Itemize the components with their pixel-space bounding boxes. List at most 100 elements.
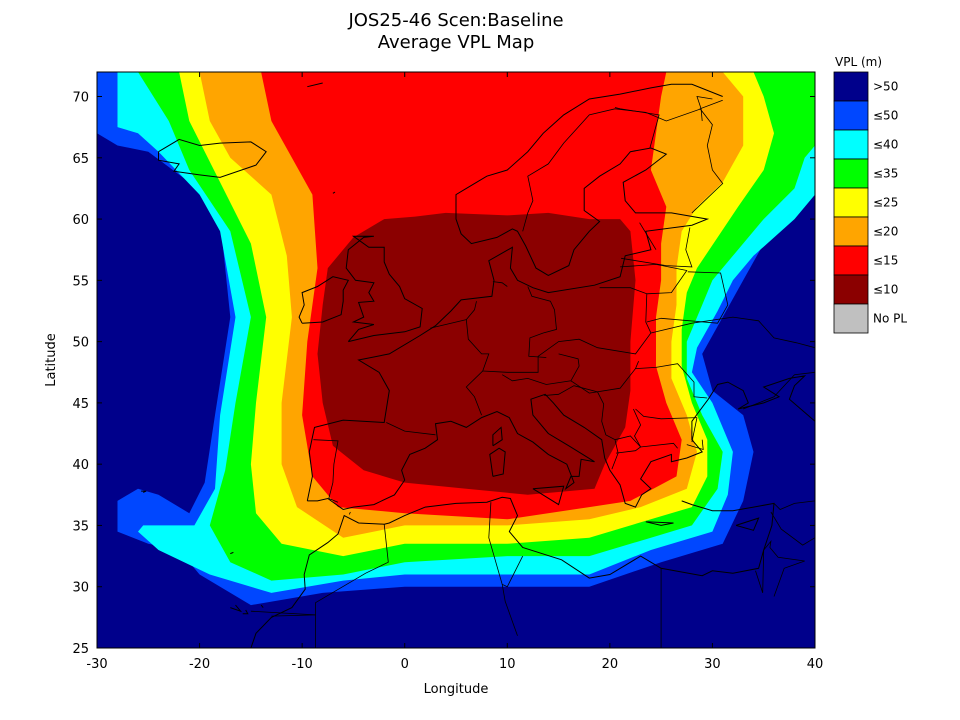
- border-23: [743, 371, 815, 410]
- x-axis-label: Longitude: [424, 682, 489, 697]
- border-4: [501, 353, 580, 385]
- legend-swatch-3: [833, 158, 869, 189]
- border-26: [348, 511, 351, 515]
- coastline-11: [141, 490, 147, 493]
- x-tick-label-2: -10: [292, 657, 313, 672]
- x-tick-label-4: 10: [499, 657, 516, 672]
- legend: >50 ≤50 ≤40 ≤35 ≤25 ≤20 ≤15 ≤10 No PL: [833, 71, 907, 334]
- border-16: [527, 286, 557, 358]
- legend-swatch-1: [833, 100, 869, 131]
- border-27: [271, 524, 389, 617]
- y-tick-label-8: 65: [72, 152, 89, 167]
- border-24: [691, 417, 698, 443]
- legend-label-5: ≤20: [873, 225, 898, 239]
- border-1: [313, 439, 339, 499]
- y-tick-label-3: 40: [72, 458, 89, 473]
- border-34: [686, 439, 704, 451]
- border-21: [691, 99, 724, 214]
- x-axis-ticks: -30 -20 -10 0 10 20 30 40: [86, 72, 823, 672]
- y-tick-label-9: 70: [72, 91, 89, 106]
- coastline-17: [307, 82, 323, 88]
- y-tick-label-6: 55: [72, 274, 89, 289]
- coastline-4: [298, 276, 350, 324]
- legend-swatch-0: [833, 71, 869, 102]
- y-tick-label-5: 50: [72, 336, 89, 351]
- coastline-15: [230, 551, 234, 555]
- border-2: [430, 319, 490, 416]
- y-tick-label-7: 60: [72, 213, 89, 228]
- border-32: [773, 500, 815, 510]
- border-22: [696, 95, 713, 109]
- coastline-3: [345, 235, 423, 343]
- legend-label-8: No PL: [873, 312, 907, 326]
- legend-label-2: ≤40: [873, 138, 898, 152]
- x-tick-label-0: -30: [86, 657, 107, 672]
- border-10: [614, 435, 642, 454]
- coastline-7: [532, 485, 565, 506]
- legend-swatch-2: [833, 129, 869, 160]
- coastline-14: [260, 604, 264, 608]
- legend-label-6: ≤15: [873, 254, 898, 268]
- legend-swatch-7: [833, 274, 869, 305]
- legend-swatch-5: [833, 216, 869, 247]
- border-18: [492, 281, 508, 287]
- legend-label-1: ≤50: [873, 109, 898, 123]
- legend-label-3: ≤35: [873, 167, 898, 181]
- border-35: [250, 610, 316, 648]
- coastline-16: [332, 191, 336, 194]
- coastline-13: [242, 609, 249, 615]
- y-tick-label-2: 35: [72, 519, 89, 534]
- legend-title: VPL (m): [835, 55, 882, 69]
- legend-label-4: ≤25: [873, 196, 898, 210]
- legend-label-7: ≤10: [873, 283, 898, 297]
- x-tick-label-3: 0: [401, 657, 409, 672]
- coastline-1: [307, 375, 815, 511]
- coastline-overlay: [141, 82, 815, 648]
- plot-frame: [96, 71, 816, 649]
- x-tick-label-1: -20: [189, 657, 210, 672]
- vpl-region-7: [317, 212, 636, 495]
- y-tick-label-1: 30: [72, 581, 89, 596]
- y-tick-label-0: 25: [72, 642, 89, 657]
- border-7: [635, 363, 708, 399]
- coastline-9: [645, 521, 674, 526]
- border-5: [544, 385, 619, 470]
- legend-swatch-8: [833, 303, 869, 334]
- coastline-10: [735, 517, 760, 531]
- chart-subtitle: Average VPL Map: [378, 32, 535, 53]
- border-11: [620, 263, 688, 295]
- border-14: [646, 271, 729, 324]
- legend-swatch-6: [833, 245, 869, 276]
- border-15: [650, 316, 815, 349]
- border-31: [755, 540, 805, 597]
- border-0: [386, 422, 436, 436]
- coastline-12: [230, 604, 243, 613]
- y-axis-ticks: 25 30 35 40 45 50 55 60 65 70: [72, 91, 815, 657]
- coastline-6: [489, 447, 506, 477]
- coastline-2: [250, 496, 775, 648]
- x-tick-label-5: 20: [602, 657, 619, 672]
- coastline-8: [492, 426, 503, 447]
- y-axis-label: Latitude: [44, 333, 59, 387]
- border-29: [501, 584, 518, 636]
- border-33: [770, 511, 815, 546]
- y-tick-label-4: 45: [72, 397, 89, 412]
- border-20: [614, 107, 660, 149]
- coastline-0: [306, 83, 723, 502]
- border-6: [570, 361, 639, 394]
- legend-label-0: >50: [873, 80, 898, 94]
- coastline-5: [158, 138, 267, 178]
- border-9: [633, 408, 678, 449]
- border-25: [328, 498, 339, 503]
- map-plot-area: [96, 71, 816, 649]
- x-tick-label-6: 30: [704, 657, 721, 672]
- border-12: [621, 227, 693, 268]
- border-19: [522, 108, 703, 232]
- border-8: [635, 408, 698, 420]
- vpl-regions: [97, 72, 815, 648]
- legend-swatch-4: [833, 187, 869, 218]
- border-17: [465, 301, 477, 320]
- x-tick-label-7: 40: [807, 657, 824, 672]
- border-13: [639, 222, 657, 250]
